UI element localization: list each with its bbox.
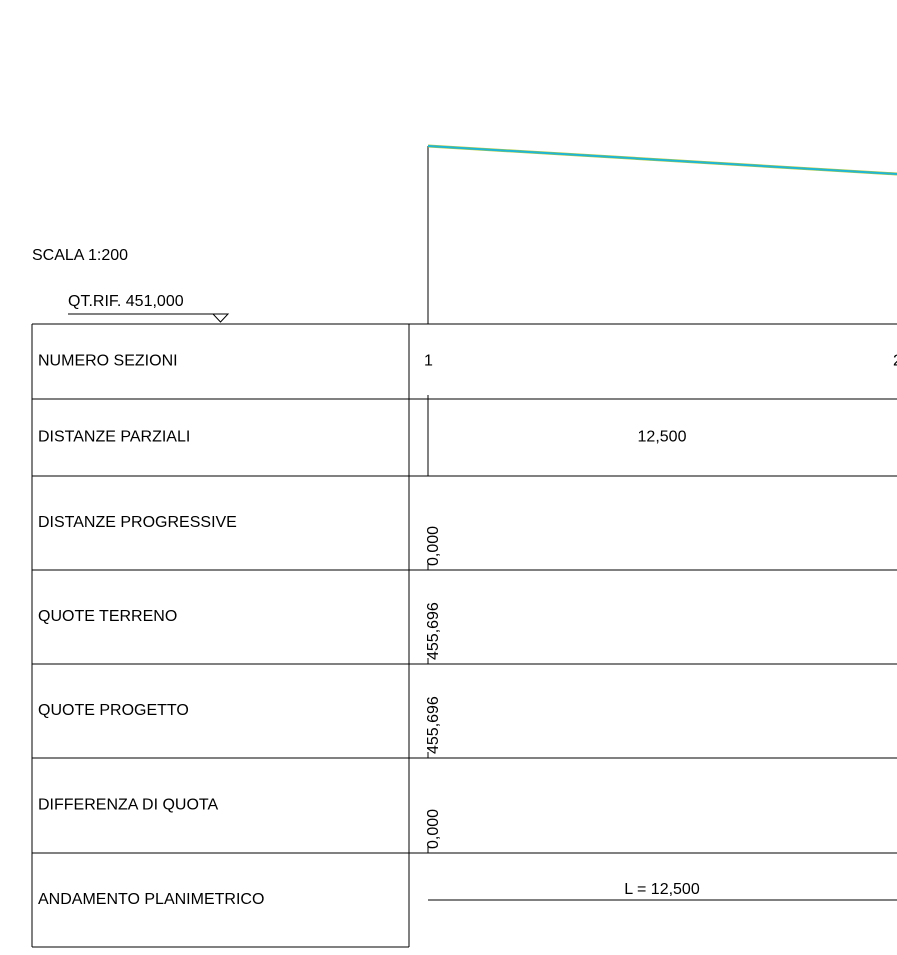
section-number: 1 bbox=[424, 353, 433, 370]
alignment-length: L = 12,500 bbox=[624, 881, 700, 898]
row-label: DISTANZE PARZIALI bbox=[38, 429, 190, 446]
rotated-value: 0,000 bbox=[425, 809, 442, 849]
row-label: QUOTE PROGETTO bbox=[38, 702, 189, 719]
rotated-value: 455,696 bbox=[425, 696, 442, 754]
row-label: NUMERO SEZIONI bbox=[38, 353, 178, 370]
project-line bbox=[427, 145, 897, 175]
row-label: ANDAMENTO PLANIMETRICO bbox=[38, 891, 264, 908]
scale-label: SCALA 1:200 bbox=[32, 247, 128, 264]
row-label: DIFFERENZA DI QUOTA bbox=[38, 797, 218, 814]
reference-marker bbox=[211, 313, 230, 323]
rotated-value: 0,000 bbox=[425, 526, 442, 566]
row-label: QUOTE TERRENO bbox=[38, 608, 177, 625]
partial-distance: 12,500 bbox=[638, 429, 687, 446]
row-label: DISTANZE PROGRESSIVE bbox=[38, 514, 237, 531]
rotated-value: 455,696 bbox=[425, 602, 442, 660]
section-number: 2 bbox=[893, 353, 897, 370]
profile-table: NUMERO SEZIONI 1 2 DISTANZE PARZIALI 12,500 D… bbox=[31, 323, 897, 948]
reference-label: QT.RIF. 451,000 bbox=[68, 293, 184, 310]
